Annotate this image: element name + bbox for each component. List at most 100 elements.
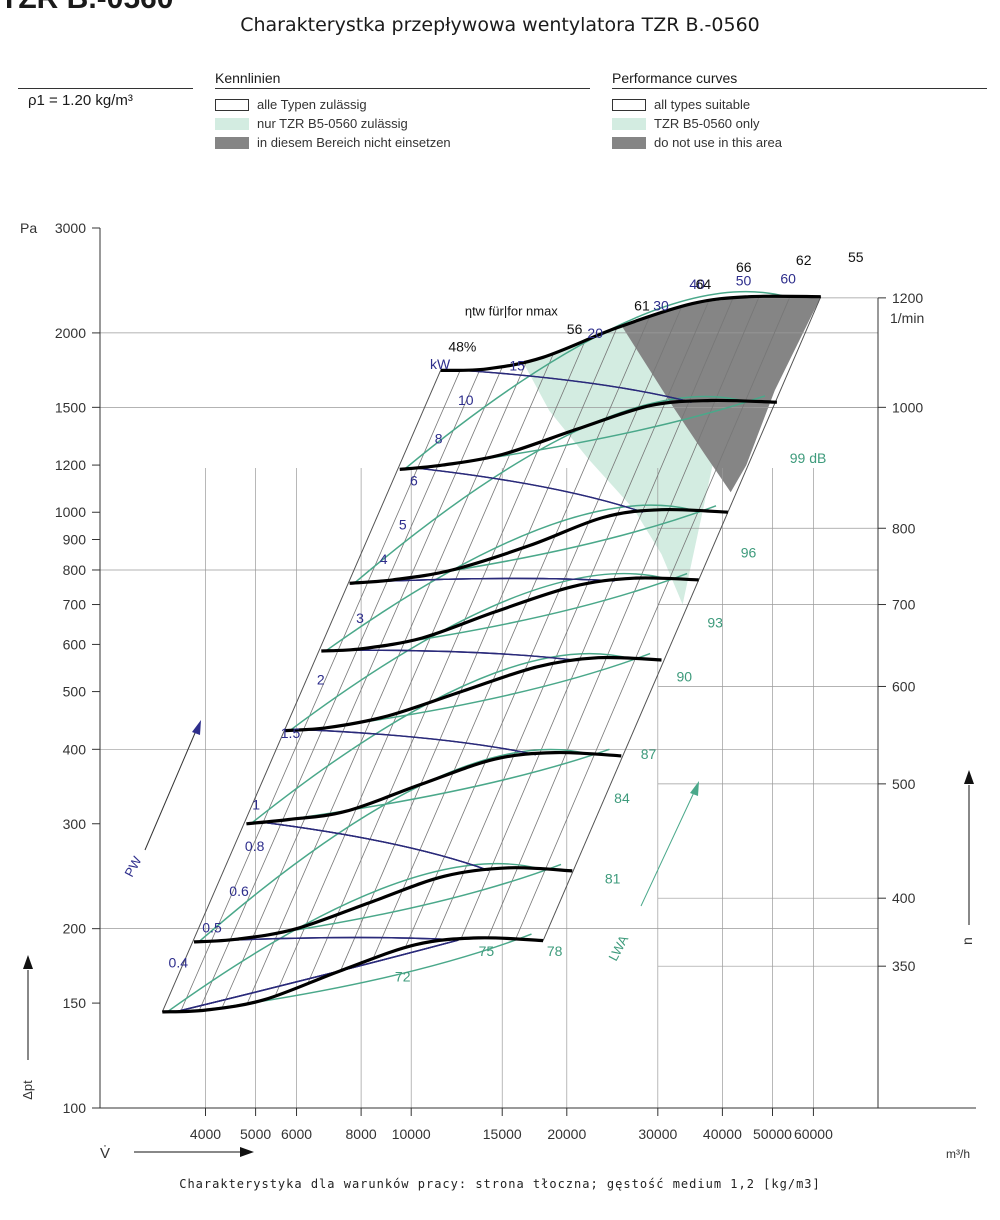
speed-tick-label: 800 [892, 520, 916, 536]
power-label: 0.8 [245, 838, 265, 854]
speed-tick-label: 400 [892, 890, 916, 906]
power-label: 20 [587, 325, 603, 341]
sound-level-label: 90 [676, 668, 692, 684]
power-label: 15 [509, 357, 525, 373]
diagonal-line [460, 298, 734, 940]
speed-tick-label: 1200 [892, 290, 923, 306]
y-tick-label: 2000 [55, 325, 86, 341]
speed-curve-350 [162, 936, 544, 1014]
speed-tick-label: 500 [892, 776, 916, 792]
legend-english-item-label: all types suitable [654, 97, 751, 112]
diagonal-line [515, 296, 791, 940]
power-curve [364, 577, 615, 583]
speed-curve-1200 [440, 294, 821, 373]
power-label: 60 [780, 271, 796, 287]
partial-header: TZR B.-0560 [0, 0, 173, 16]
power-arrow-head [192, 720, 201, 735]
x-axis-label: V̇ [100, 1145, 110, 1162]
power-label: 5 [399, 517, 407, 533]
diagonal-line [487, 296, 760, 939]
y-tick-label: 300 [63, 816, 87, 832]
y-tick-label: 700 [63, 597, 87, 613]
speed-curve-400 [193, 866, 573, 944]
legend-english-title: Performance curves [612, 70, 987, 89]
power-curve [457, 369, 692, 403]
sound-level-label: 96 [741, 544, 757, 560]
sound-level-label: 87 [641, 746, 657, 762]
y-tick-label: 1500 [55, 399, 86, 415]
power-label: 30 [653, 298, 669, 314]
diagonal-line [307, 340, 586, 984]
legend-english-item: all types suitable [612, 95, 987, 114]
legend-german-item: alle Typen zulässig [215, 95, 590, 114]
power-label: 1 [252, 796, 260, 812]
legend-swatch-grey [612, 136, 646, 149]
power-label: 1.5 [281, 725, 301, 741]
y-tick-label: 100 [63, 1100, 87, 1116]
sound-curve [284, 748, 610, 821]
sound-level-label: 84 [614, 790, 630, 806]
sound-level-label: 93 [707, 615, 723, 631]
power-label: 2 [317, 671, 325, 687]
efficiency-label: 66 [736, 259, 752, 275]
legend-swatch-white [612, 98, 646, 111]
diagonal-grid-lines [161, 296, 822, 1013]
y-tick-label: 900 [63, 532, 87, 548]
x-tick-label: 4000 [190, 1126, 221, 1142]
efficiency-label: 62 [796, 252, 812, 268]
diagonal-line [404, 306, 682, 949]
sound-axis-label: LWA [605, 932, 631, 963]
x-tick-label: 40000 [703, 1126, 742, 1142]
power-label: 4 [380, 551, 388, 567]
sound-arrow-head [690, 781, 699, 796]
y-tick-label: 1200 [55, 457, 86, 473]
y-arrow-head [23, 955, 33, 969]
legend-english-item-label: TZR B5-0560 only [654, 116, 760, 131]
speed-unit-label: 1/min [890, 310, 924, 326]
legend-swatch-green [215, 117, 249, 130]
x-tick-label: 15000 [483, 1126, 522, 1142]
speed-arrow-head [964, 770, 974, 784]
legend-swatch-green [612, 117, 646, 130]
efficiency-label: 61 [634, 298, 650, 314]
sound-level-label: 81 [605, 871, 621, 887]
sound-curve [323, 652, 651, 729]
speed-curve-800 [349, 507, 728, 585]
sound-curve [325, 504, 697, 652]
sound-arrow-shaft [640, 787, 697, 907]
power-label: 10 [458, 392, 474, 408]
x-tick-label: 6000 [281, 1126, 312, 1142]
sound-curve [404, 290, 787, 470]
zone-grey [621, 296, 821, 493]
efficiency-label: 55 [848, 249, 864, 265]
y-unit-label: Pa [20, 220, 37, 236]
left-boundary-line [161, 370, 442, 1013]
legend-english: Performance curves all types suitable TZ… [612, 70, 987, 152]
power-label: 6 [410, 473, 418, 489]
efficiency-title: ηtw für|for nmax [465, 303, 558, 318]
speed-tick-label: 700 [892, 597, 916, 613]
power-curve [335, 649, 579, 662]
sound-level-label: 75 [479, 943, 495, 959]
legend-swatch-grey [215, 136, 249, 149]
x-tick-label: 30000 [638, 1126, 677, 1142]
efficiency-label: 64 [696, 276, 712, 292]
sound-curve [251, 652, 632, 824]
power-curve [415, 467, 644, 513]
y-tick-label: 200 [63, 921, 87, 937]
efficiency-label: 56 [567, 321, 583, 337]
diagonal-line [340, 327, 618, 971]
y-tick-label: 800 [63, 562, 87, 578]
speed-tick-label: 1000 [892, 399, 923, 415]
y-axis-label: Δpt [20, 1080, 35, 1100]
x-tick-label: 50000 [753, 1126, 792, 1142]
speed-axis-label: n [959, 937, 975, 945]
sound-level-label: 99 dB [790, 450, 827, 466]
sound-level-label: 78 [547, 943, 563, 959]
sound-level-label: 72 [395, 969, 411, 985]
x-tick-label: 8000 [346, 1126, 377, 1142]
power-label: 3 [356, 610, 364, 626]
legend-german-item: nur TZR B5-0560 zulässig [215, 114, 590, 133]
speed-curve-500 [246, 750, 622, 826]
